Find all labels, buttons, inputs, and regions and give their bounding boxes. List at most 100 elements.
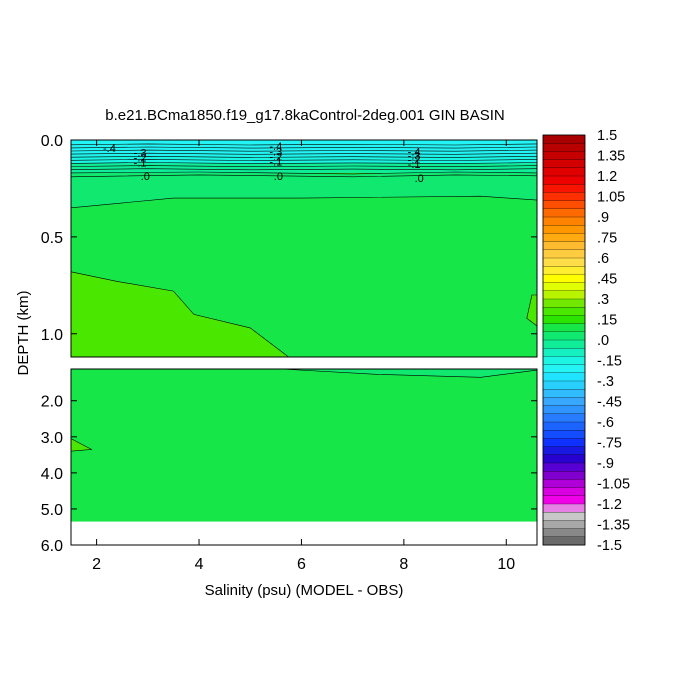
contour-label: .0: [141, 171, 150, 183]
contour-line: [70, 159, 538, 161]
colorbar-swatch: [542, 216, 586, 226]
colorbar-swatch: [542, 430, 586, 439]
colorbar-label: -1.35: [597, 518, 630, 534]
colorbar-swatch: [542, 323, 586, 333]
colorbar-label: .6: [597, 251, 609, 267]
y-tick-label: 6.0: [41, 538, 63, 555]
colorbar-swatch: [542, 471, 586, 480]
contour-line: [526, 294, 538, 327]
contour-line: [70, 271, 289, 358]
colorbar-swatch: [542, 462, 586, 472]
colorbar-swatch: [542, 184, 586, 193]
colorbar-label: 1.5: [597, 128, 617, 144]
chart-title: b.e21.BCma1850.f19_g17.8kaControl-2deg.0…: [105, 107, 504, 124]
contour-line: [70, 152, 538, 155]
colorbar: 1.5 1.35 1.2 1.05 .9 .75 .6 .45 .3 .15 .0 -.15 -.3 -.…: [542, 128, 630, 554]
y-tick-label: 1.0: [41, 327, 63, 344]
contour-label: -.1: [269, 156, 282, 168]
contour-labels: -.4 -.3-.2-.1.0-.4-.3-.2-.1.0-.4-.3-.2-.1…: [103, 141, 424, 185]
contour-line: [70, 195, 538, 209]
contour-label: -.2: [134, 152, 147, 164]
colorbar-swatch: [542, 446, 586, 456]
upper-panel-frame: [70, 139, 538, 358]
colorbar-label: 1.35: [597, 149, 625, 165]
colorbar-swatch: [542, 487, 586, 497]
colorbar-swatch: [542, 307, 586, 316]
colorbar-swatch: [542, 364, 586, 374]
x-tick-label: 6: [297, 556, 306, 573]
colorbar-swatch: [542, 454, 586, 464]
colorbar-swatch: [542, 380, 586, 390]
y-tick-label: 0.5: [41, 230, 63, 247]
colorbar-swatch: [542, 159, 586, 169]
colorbar-label: .0: [597, 333, 609, 349]
colorbar-swatch: [542, 528, 586, 538]
y-axis-label: DEPTH (km): [15, 291, 32, 376]
colorbar-swatch: [542, 208, 586, 218]
x-tick-label: 2: [92, 556, 101, 573]
colorbar-label: -.6: [597, 415, 614, 431]
colorbar-swatch: [542, 143, 586, 152]
contour-label: -.2: [269, 152, 282, 164]
colorbar-swatch: [542, 413, 586, 423]
colorbar-label: -.15: [597, 354, 622, 370]
colorbar-swatch: [542, 536, 586, 546]
lower-panel: [70, 368, 538, 546]
contour-line: [70, 162, 538, 164]
colorbar-swatch: [542, 274, 586, 284]
colorbar-swatch: [542, 298, 586, 308]
colorbar-swatch: [542, 249, 586, 259]
colorbar-swatch: [542, 438, 586, 448]
contour-label: -.1: [408, 159, 421, 171]
colorbar-swatch: [542, 405, 586, 415]
axes: 2 4 6 8 10 0.0 0.5 1.0 2.0 3.0 4.0 5.0 6.0: [41, 133, 537, 573]
x-tick-label: 10: [497, 556, 515, 573]
colorbar-swatch: [542, 397, 586, 407]
y-tick-label: 0.0: [41, 133, 63, 150]
contour-line: [70, 146, 538, 149]
contour-label: .0: [415, 173, 424, 185]
colorbar-swatch: [542, 331, 586, 341]
colorbar-swatch: [542, 479, 586, 489]
colorbar-swatch: [542, 356, 586, 366]
contour-label: .0: [274, 171, 283, 183]
colorbar-swatch: [542, 200, 586, 210]
colorbar-swatch: [542, 233, 586, 243]
contour-label: -.3: [408, 151, 421, 163]
colorbar-swatch: [542, 151, 586, 161]
y-tick-label: 2.0: [41, 394, 63, 411]
contour-line: [70, 174, 538, 178]
colorbar-swatch: [542, 495, 586, 505]
colorbar-swatch: [542, 134, 586, 144]
colorbar-label: -1.2: [597, 497, 622, 513]
colorbar-swatch: [542, 315, 586, 325]
colorbar-swatch: [542, 257, 586, 267]
colorbar-swatch: [542, 389, 586, 398]
colorbar-swatch: [542, 520, 586, 530]
upper-zero-band: [71, 172, 537, 208]
contour-label: -.3: [269, 147, 282, 159]
colorbar-swatch: [542, 421, 586, 431]
upper-panel: [70, 139, 538, 358]
y-tick-label: 4.0: [41, 466, 63, 483]
lower-panel-frame: [70, 368, 538, 546]
colorbar-label: 1.05: [597, 190, 625, 206]
y-tick-label: 3.0: [41, 430, 63, 447]
colorbar-swatch: [542, 348, 586, 357]
contour-label: -.2: [408, 154, 421, 166]
colorbar-swatch: [542, 372, 586, 382]
colorbar-swatch: [542, 241, 586, 251]
contour-line: [70, 171, 538, 175]
colorbar-swatch: [542, 225, 586, 234]
contour-label: -.4: [408, 147, 421, 159]
colorbar-swatch: [542, 175, 586, 185]
x-tick-label: 4: [195, 556, 204, 573]
colorbar-label: -.9: [597, 456, 614, 472]
colorbar-label: -.45: [597, 395, 622, 411]
contour-label: -.4: [103, 143, 116, 155]
upper-slight-positive-region: [71, 271, 289, 357]
colorbar-label: .75: [597, 231, 617, 247]
y-tick-label: 5.0: [41, 502, 63, 519]
colorbar-swatch: [542, 339, 586, 349]
contour-line: [70, 149, 538, 152]
